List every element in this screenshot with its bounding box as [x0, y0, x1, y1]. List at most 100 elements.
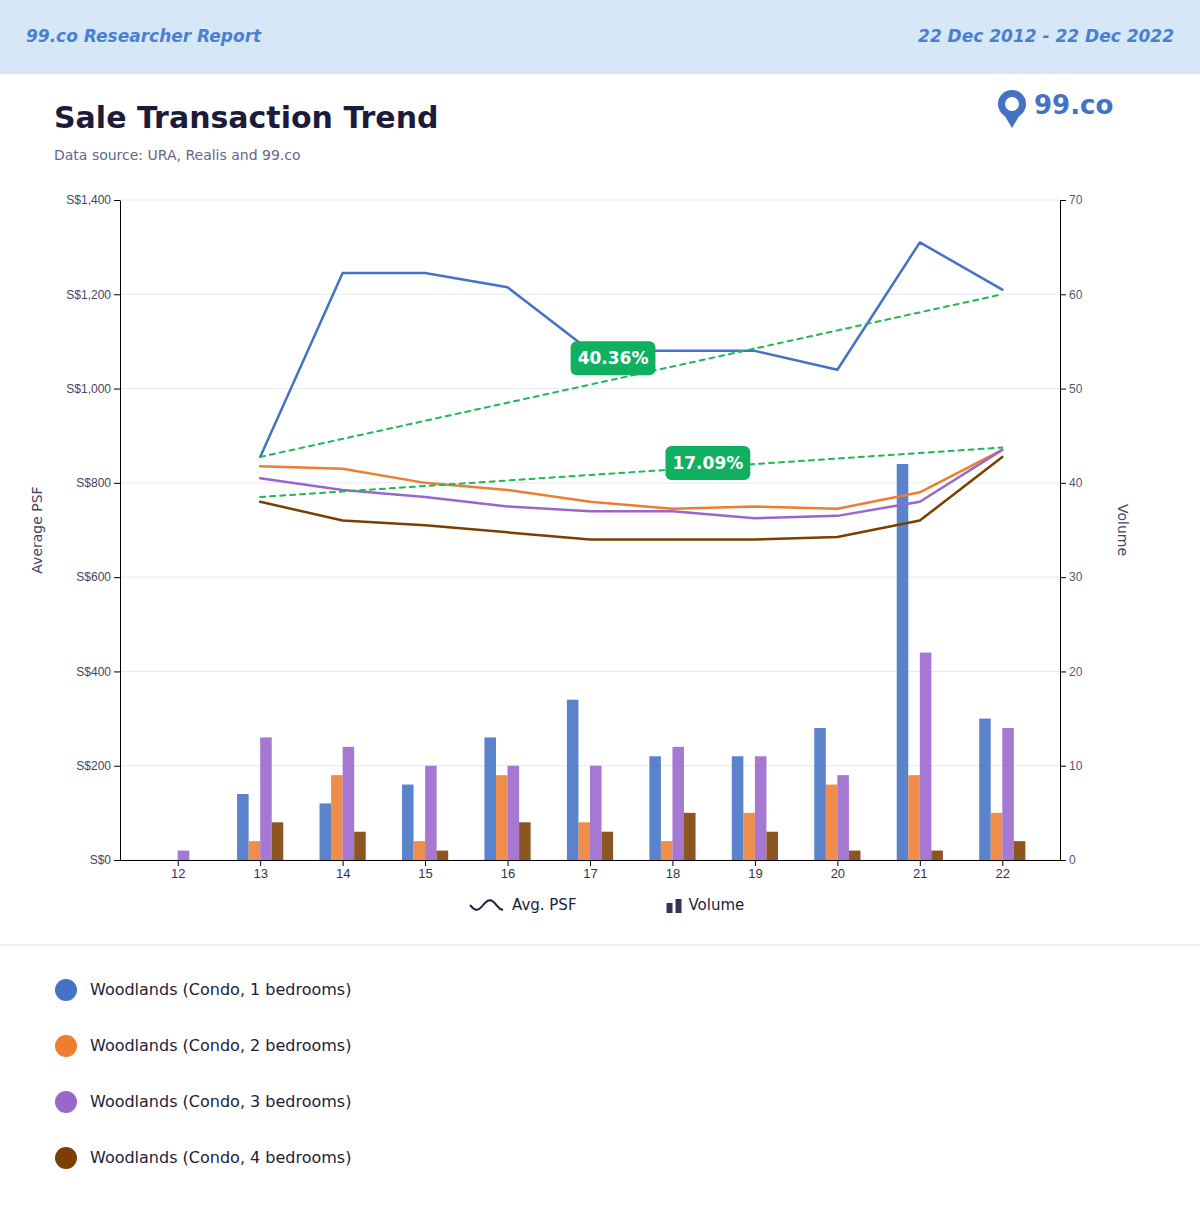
bar — [437, 851, 449, 860]
bar — [732, 756, 744, 860]
y2-tick-label: 50 — [1069, 382, 1083, 396]
y2-tick-mark — [1060, 483, 1066, 484]
y-tick: S$800 — [76, 476, 120, 490]
type-legend-item: Volume — [667, 896, 745, 914]
bar — [1014, 841, 1026, 860]
x-tick-mark — [260, 860, 261, 866]
y2-tick-mark — [1060, 577, 1066, 578]
annotation-text: 40.36% — [578, 348, 649, 368]
bar — [354, 832, 366, 860]
legend-swatch — [55, 979, 77, 1001]
bar-series — [249, 775, 1003, 860]
annotations: 40.36% 17.09% — [571, 341, 751, 480]
y2-axis-line — [1060, 201, 1061, 861]
y-tick-label: S$1,200 — [66, 288, 111, 302]
y-tick-label: S$1,400 — [66, 193, 111, 207]
bar — [1002, 728, 1014, 860]
x-tick-mark — [425, 860, 426, 866]
bar — [979, 719, 991, 860]
x-tick-mark — [672, 860, 673, 866]
bar — [189, 860, 201, 861]
x-tick-mark — [920, 860, 921, 866]
legend-swatch — [55, 1035, 77, 1057]
y-axis-title: Average PSF — [29, 486, 45, 573]
legend-label: Woodlands (Condo, 1 bedrooms) — [90, 980, 351, 999]
x-tick-label: 16 — [501, 866, 515, 881]
bar — [343, 747, 355, 860]
y-tick-mark — [114, 860, 120, 861]
logo-icon — [1005, 97, 1019, 111]
chart-root: 99.co Researcher Report22 Dec 2012 - 22 … — [0, 0, 1200, 1231]
x-tick-mark — [837, 860, 838, 866]
y-axis: S$0S$200S$400S$600S$800S$1,000S$1,200S$1… — [66, 193, 120, 867]
logo-text: 99.co — [1034, 90, 1113, 120]
legend-item: Woodlands (Condo, 2 bedrooms) — [55, 1035, 351, 1057]
y2-tick-mark — [1060, 200, 1066, 201]
bar — [814, 728, 826, 860]
y-tick-mark — [114, 671, 120, 672]
logo-icon — [998, 90, 1026, 118]
x-tick-label: 21 — [913, 866, 927, 881]
line — [260, 242, 1002, 456]
x-tick-label: 19 — [748, 866, 762, 881]
bar — [402, 785, 414, 860]
y-tick-mark — [114, 294, 120, 295]
x-tick: 17 — [583, 860, 597, 881]
y2-tick: 30 — [1060, 570, 1083, 584]
y-tick-mark — [114, 200, 120, 201]
y2-tick-label: 70 — [1069, 193, 1083, 207]
bar — [425, 766, 437, 860]
header-left: 99.co Researcher Report — [26, 26, 262, 46]
grid-line — [120, 482, 1060, 483]
y2-tick: 10 — [1060, 759, 1083, 773]
x-tick: 16 — [501, 860, 515, 881]
bar — [484, 737, 496, 860]
bar — [272, 822, 284, 860]
bar — [331, 775, 343, 860]
legend-item: Woodlands (Condo, 4 bedrooms) — [55, 1147, 351, 1169]
y2-tick-label: 0 — [1069, 853, 1076, 867]
bar — [743, 813, 755, 860]
bar — [237, 794, 249, 860]
x-tick-label: 17 — [583, 866, 597, 881]
y2-tick-mark — [1060, 766, 1066, 767]
y2-axis: 010203040506070 — [1060, 193, 1083, 867]
bar — [578, 822, 590, 860]
x-axis: 1213141516171819202122 — [121, 860, 1061, 881]
annotation: 17.09% — [665, 446, 750, 480]
type-legend-icon — [667, 903, 673, 913]
subtitle: Data source: URA, Realis and 99.co — [54, 147, 301, 163]
bar-series — [272, 813, 1026, 860]
grid-line — [120, 671, 1060, 672]
title: Sale Transaction Trend — [54, 100, 439, 135]
x-tick-label: 12 — [171, 866, 185, 881]
y-tick-label: S$1,000 — [66, 382, 111, 396]
annotation-box — [571, 341, 656, 375]
line — [260, 450, 1002, 518]
line — [260, 450, 1002, 509]
y-tick: S$1,400 — [66, 193, 120, 207]
annotation-box — [665, 446, 750, 480]
bar — [920, 653, 932, 860]
y2-tick: 50 — [1060, 382, 1083, 396]
y2-tick-label: 30 — [1069, 570, 1083, 584]
grid-line — [120, 577, 1060, 578]
y2-tick: 20 — [1060, 665, 1083, 679]
x-tick-label: 18 — [666, 866, 680, 881]
bar — [567, 700, 579, 860]
y-axis-line — [120, 201, 121, 861]
bar — [766, 832, 778, 860]
type-legend-label: Volume — [689, 896, 745, 914]
bar — [649, 756, 661, 860]
x-tick-label: 13 — [253, 866, 267, 881]
bar — [590, 766, 602, 860]
x-tick: 12 — [171, 860, 185, 881]
bar — [496, 775, 508, 860]
type-legend: Avg. PSFVolume — [470, 896, 744, 914]
logo: 99.co — [998, 90, 1113, 128]
y-tick: S$400 — [76, 665, 120, 679]
x-tick: 18 — [666, 860, 680, 881]
header-band — [0, 0, 1200, 74]
legend-item: Woodlands (Condo, 1 bedrooms) — [55, 979, 351, 1001]
bar — [908, 775, 920, 860]
